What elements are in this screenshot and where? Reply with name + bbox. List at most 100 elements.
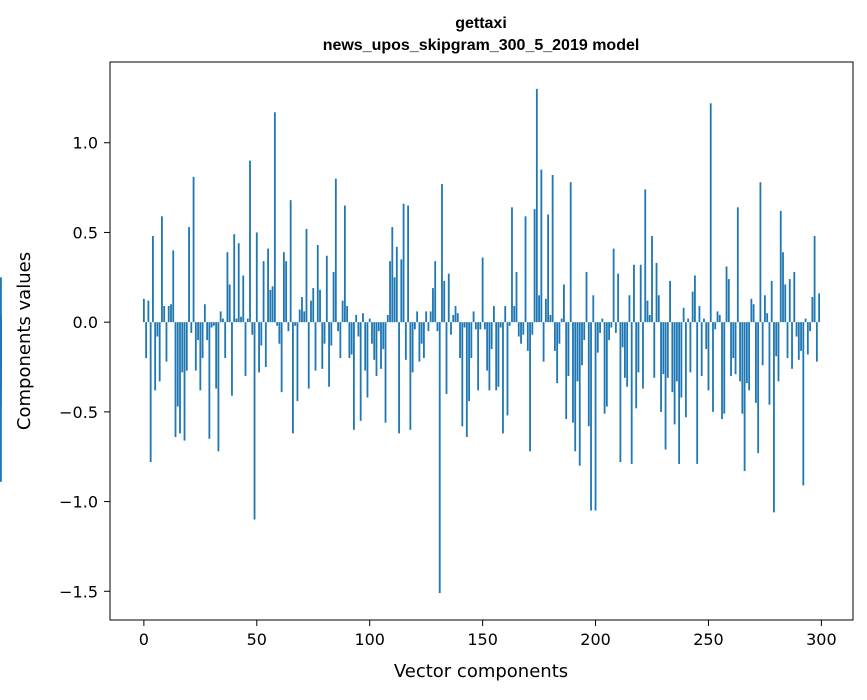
bar-124: [423, 322, 425, 359]
bar-128: [432, 288, 434, 323]
bar-89: [343, 205, 346, 323]
bar-211: [619, 322, 622, 463]
bar-151: [483, 322, 486, 330]
bar-76: [314, 322, 317, 371]
bar-125: [425, 311, 428, 323]
bar-114: [400, 259, 403, 323]
bar-63: [285, 261, 288, 323]
bar-185: [560, 318, 563, 323]
bar-174: [535, 88, 538, 323]
bar-undefined: [0, 277, 2, 323]
bar-110: [391, 227, 394, 323]
bar-5: [154, 322, 157, 391]
bar-262: [734, 322, 737, 375]
bar-247: [700, 322, 703, 376]
bar-297: [813, 236, 816, 323]
bar-19: [185, 322, 188, 371]
bar-254: [716, 311, 719, 323]
bar-37: [226, 252, 229, 323]
bar-146: [472, 311, 475, 323]
y-axis-label: Components values: [14, 252, 35, 430]
bar-191: [574, 322, 577, 452]
bar-217: [633, 264, 635, 323]
bar-238: [680, 322, 683, 398]
bar-108: [386, 314, 389, 323]
bar-64: [287, 322, 290, 332]
bar-132: [441, 184, 443, 323]
bar-181: [551, 175, 554, 323]
bar-158: [499, 322, 502, 328]
bar-287: [791, 322, 793, 369]
bar-127: [429, 311, 432, 323]
bar-216: [630, 322, 633, 464]
bar-34: [219, 311, 222, 323]
bar-190: [572, 322, 574, 423]
bar-143: [465, 322, 468, 437]
bar-236: [675, 322, 678, 382]
bar-243: [691, 291, 694, 323]
bar-39: [231, 322, 233, 396]
bar-134: [445, 322, 448, 394]
bar-27: [203, 304, 206, 323]
bar-202: [599, 322, 601, 333]
bar-208: [612, 248, 615, 323]
bar-84: [332, 271, 335, 323]
bar-240: [684, 322, 687, 418]
bar-131: [438, 322, 441, 594]
bar-undefined: [0, 322, 2, 482]
bar-22: [192, 176, 195, 323]
bar-96: [359, 322, 362, 421]
bar-14: [174, 322, 177, 437]
bar-175: [538, 295, 540, 323]
bar-144: [468, 322, 470, 402]
bar-141: [461, 322, 464, 427]
bar-52: [260, 322, 263, 346]
bar-281: [777, 322, 780, 382]
bar-83: [330, 322, 333, 346]
bar-257: [723, 322, 726, 414]
bar-97: [362, 313, 364, 323]
bar-54: [264, 322, 267, 368]
bar-295: [809, 322, 811, 332]
bar-233: [669, 280, 671, 323]
bar-266: [743, 322, 746, 472]
bar-206: [608, 322, 610, 341]
bar-70: [301, 297, 303, 323]
bar-77: [316, 245, 319, 323]
bar-193: [578, 322, 581, 466]
bar-150: [481, 257, 484, 323]
bar-88: [341, 300, 344, 323]
bar-187: [565, 322, 568, 420]
bar-153: [488, 322, 491, 391]
bar-98: [364, 322, 367, 371]
bar-255: [718, 314, 721, 323]
bar-292: [802, 322, 805, 486]
bar-218: [635, 322, 638, 409]
bar-87: [339, 322, 342, 359]
bar-65: [289, 200, 292, 323]
bar-263: [736, 207, 739, 323]
x-tick-label: 0: [139, 630, 149, 649]
bar-4: [152, 236, 154, 323]
bar-264: [739, 322, 741, 382]
bar-35: [222, 318, 224, 323]
bar-253: [714, 322, 717, 330]
bar-31: [212, 322, 215, 326]
bar-25: [199, 322, 202, 391]
bar-86: [337, 322, 339, 332]
bar-59: [276, 322, 279, 326]
bar-275: [764, 295, 766, 323]
y-tick-label: −0.5: [59, 403, 98, 422]
bar-298: [815, 322, 818, 362]
bar-199: [592, 295, 595, 323]
bar-161: [506, 322, 509, 416]
bar-256: [721, 322, 723, 420]
bar-55: [267, 248, 269, 323]
bar-33: [217, 322, 220, 452]
bar-288: [793, 271, 796, 323]
bar-261: [732, 322, 735, 359]
bar-142: [463, 322, 466, 328]
x-tick-label: 300: [806, 630, 837, 649]
bar-173: [533, 209, 536, 323]
bar-250: [707, 322, 710, 391]
